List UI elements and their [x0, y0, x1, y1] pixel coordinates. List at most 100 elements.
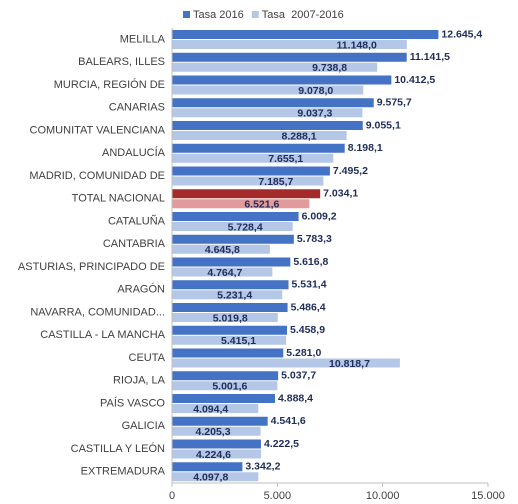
category-label: CEUTA	[129, 352, 166, 364]
value-label: 4.888,4	[278, 392, 313, 404]
value-label: 3.342,2	[245, 461, 280, 473]
value-label: 9.055,1	[366, 119, 401, 131]
bar	[172, 394, 275, 403]
legend-swatch	[183, 11, 190, 18]
value-label: 4.764,7	[207, 267, 242, 279]
legend-label: Tasa 2007-2016	[262, 9, 344, 21]
category-label: MURCIA, REGIÓN DE	[54, 78, 165, 91]
bar	[172, 426, 261, 436]
legend-label: Tasa 2016	[193, 9, 244, 21]
bar	[172, 199, 310, 209]
bar	[172, 52, 407, 62]
category-label: EXTREMADURA	[81, 466, 166, 478]
value-label: 6.009,2	[302, 210, 337, 222]
bar	[172, 98, 374, 108]
bar	[172, 244, 270, 254]
value-label: 5.231,4	[217, 290, 252, 302]
bar	[172, 62, 378, 72]
bar	[172, 371, 279, 381]
bar	[172, 335, 287, 345]
value-label: 4.222,5	[264, 438, 299, 450]
category-label: PAÍS VASCO	[100, 396, 165, 409]
value-label: 9.575,7	[377, 97, 412, 109]
category-label: CANTABRIA	[103, 238, 166, 250]
value-label: 5.415,1	[221, 335, 256, 347]
category-label: ASTURIAS, PRINCIPADO DE	[18, 261, 165, 273]
category-label: MELILLA	[120, 33, 166, 45]
value-label: 7.034,1	[323, 188, 358, 200]
value-label: 9.037,3	[297, 108, 332, 120]
bar	[172, 416, 268, 426]
bar	[172, 166, 330, 176]
category-label: CANARIAS	[109, 102, 165, 114]
value-label: 4.094,4	[193, 403, 228, 415]
bar	[172, 348, 284, 358]
value-label: 4.645,8	[205, 244, 240, 256]
bar	[172, 313, 278, 322]
bar	[172, 212, 299, 221]
bar	[172, 267, 273, 277]
bar	[172, 280, 289, 290]
x-tick-label: 5.000	[264, 490, 292, 502]
category-label: RIOJA, LA	[113, 375, 166, 387]
value-label: 5.486,4	[291, 301, 326, 313]
value-label: 5.458,9	[290, 324, 325, 336]
value-label: 8.198,1	[348, 142, 383, 154]
category-label: BALEARS, ILLES	[78, 56, 165, 68]
bar	[172, 257, 291, 267]
value-label: 5.037,7	[281, 370, 316, 382]
bar	[172, 222, 293, 231]
value-label: 9.738,8	[312, 62, 347, 74]
value-label: 8.288,1	[282, 130, 317, 142]
value-label: 4.224,6	[196, 449, 231, 461]
x-tick-label: 15.000	[471, 490, 505, 502]
bar	[172, 449, 261, 459]
value-label: 5.728,4	[228, 221, 263, 233]
legend-swatch	[251, 11, 259, 18]
value-label: 4.097,8	[193, 472, 228, 484]
bar	[172, 325, 288, 335]
bar	[172, 30, 439, 39]
bar	[172, 472, 259, 482]
bar	[172, 234, 294, 244]
category-label: MADRID, COMUNIDAD DE	[29, 170, 165, 182]
category-label: NAVARRA, COMUNIDAD...	[30, 306, 165, 318]
value-label: 7.185,7	[258, 176, 293, 188]
category-label: TOTAL NACIONAL	[72, 193, 165, 205]
value-label: 6.521,6	[244, 199, 279, 211]
value-label: 5.019,8	[213, 312, 248, 324]
value-label: 4.205,3	[196, 426, 231, 438]
value-label: 10.818,7	[329, 358, 370, 370]
bar	[172, 143, 345, 153]
value-label: 5.616,8	[293, 256, 328, 268]
bar	[172, 131, 347, 140]
category-label: CATALUÑA	[108, 214, 166, 227]
value-label: 5.783,3	[297, 233, 332, 245]
category-label: GALICIA	[122, 420, 166, 432]
value-label: 5.531,4	[292, 279, 327, 291]
bar	[172, 439, 261, 449]
bar	[172, 75, 392, 85]
bar	[172, 358, 400, 368]
value-label: 11.141,5	[410, 51, 450, 63]
category-label: COMUNITAT VALENCIANA	[30, 124, 166, 136]
value-label: 7.655,1	[268, 153, 303, 165]
category-label: CASTILLA Y LEÓN	[71, 442, 165, 455]
bar	[172, 290, 283, 300]
value-label: 5.001,6	[212, 381, 247, 393]
category-label: ARAGÓN	[117, 283, 165, 296]
x-tick-label: 10.000	[366, 490, 400, 502]
value-label: 11.148,0	[337, 39, 377, 51]
value-label: 4.541,6	[271, 415, 306, 427]
x-tick-label: 0	[169, 490, 175, 502]
value-label: 12.645,4	[441, 28, 482, 40]
value-label: 10.412,5	[394, 74, 435, 86]
bar	[172, 85, 364, 95]
value-label: 9.078,0	[298, 85, 333, 97]
bar	[172, 462, 243, 472]
bar	[172, 40, 407, 49]
bar	[172, 176, 324, 186]
bar	[172, 303, 288, 312]
value-label: 5.281,0	[286, 347, 321, 359]
